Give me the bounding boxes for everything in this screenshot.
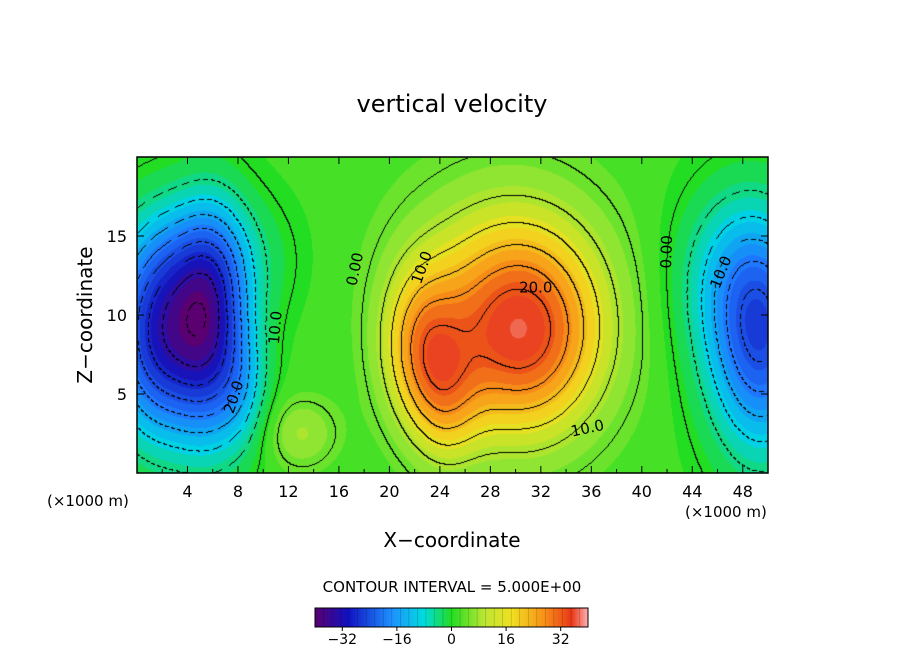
- colorbar-tick-label-4: 32: [552, 632, 570, 648]
- x-tick-label-32: 32: [531, 482, 551, 501]
- y-tick-label-15: 15: [107, 227, 127, 246]
- contour-label-2: 20.0: [519, 279, 552, 297]
- velocity-field: [137, 157, 768, 473]
- contour-label-4: 0.00: [657, 235, 676, 269]
- contour-interval-label: CONTOUR INTERVAL = 5.000E+00: [323, 578, 582, 596]
- x-tick-label-12: 12: [278, 482, 298, 501]
- x-tick-label-28: 28: [480, 482, 500, 501]
- x-tick-label-44: 44: [682, 482, 702, 501]
- x-tick-label-36: 36: [581, 482, 601, 501]
- chart-title: vertical velocity: [357, 90, 548, 118]
- y-tick-label-5: 5: [117, 385, 127, 404]
- x-tick-label-48: 48: [733, 482, 753, 501]
- colorbar-tick-label-0: −32: [328, 632, 358, 648]
- x-unit-left: (×1000 m): [47, 492, 129, 510]
- colorbar-segments: [323, 608, 580, 627]
- colorbar-tick-label-3: 16: [497, 632, 515, 648]
- y-tick-label-10: 10: [107, 306, 127, 325]
- x-tick-label-20: 20: [379, 482, 399, 501]
- x-tick-label-24: 24: [430, 482, 450, 501]
- x-axis-label: X−coordinate: [383, 528, 520, 552]
- colorbar-ticks: −32 −16 0 16 32: [328, 627, 570, 648]
- colorbar-tick-label-1: −16: [382, 632, 412, 648]
- contour-label-6: 10.0: [265, 310, 286, 345]
- x-unit-right: (×1000 m): [685, 503, 767, 521]
- x-tick-label-16: 16: [329, 482, 349, 501]
- x-tick-label-4: 4: [182, 482, 192, 501]
- y-axis: 5 10 15: [107, 227, 768, 404]
- y-axis-label: Z−coordinate: [73, 246, 97, 383]
- x-tick-label-8: 8: [233, 482, 243, 501]
- x-tick-label-40: 40: [632, 482, 652, 501]
- colorbar: −32 −16 0 16 32: [314, 607, 589, 648]
- x-axis: 4 8 12 16 20 24 28 32 36 40 44 48: [161, 157, 753, 501]
- colorbar-tick-label-2: 0: [447, 632, 456, 648]
